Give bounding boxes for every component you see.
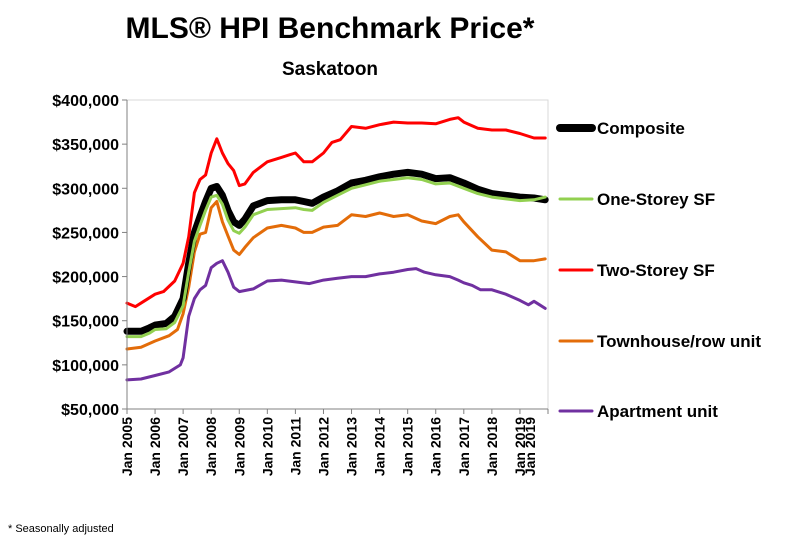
x-tick-label: Jan 2006 [147,417,163,476]
legend-label-townhouse-row-unit: Townhouse/row unit [597,332,761,351]
y-tick-label: $250,000 [52,225,119,242]
legend-label-two-storey-sf: Two-Storey SF [597,261,715,280]
x-tick-label: Jan 2013 [344,417,360,476]
legend-label-one-storey-sf: One-Storey SF [597,190,715,209]
y-tick-label: $200,000 [52,270,119,287]
x-tick-label: Jan 2017 [456,417,472,476]
legend-label-composite: Composite [597,119,685,138]
x-tick-label: Jan 2019 [512,417,528,476]
x-axis: Jan 2005 Jan 2006 Jan 2007 Jan 2008 Jan 2009… [119,408,549,476]
legend-label-apartment-unit: Apartment unit [597,402,718,421]
chart-title: MLS® HPI Benchmark Price* [126,12,535,45]
x-tick-label: Jan 2005 [119,417,135,476]
x-tick-label: Jan 2015 [400,417,416,476]
y-tick-label: $400,000 [52,93,119,110]
y-tick-label: $350,000 [52,137,119,154]
series-line-townhouse-row-unit [125,200,547,351]
x-tick-label: Jan 2011 [287,417,303,476]
y-tick-label: $50,000 [61,402,119,419]
legend: Composite One-Storey SF Two-Storey SF Townh… [556,119,761,421]
x-tick-label: Jan 2019 [522,417,538,476]
y-tick-label: $300,000 [52,181,119,198]
y-tick-label: $150,000 [52,314,119,331]
x-tick-label: Jan 2009 [231,417,247,476]
x-tick-label: Jan 2010 [259,417,275,476]
x-tick-label: Jan 2016 [428,417,444,476]
x-tick-label: Jan 2012 [315,417,331,476]
x-tick-label: Jan 2008 [203,417,219,476]
x-tick-label: Jan 2018 [484,417,500,476]
footnote: * Seasonally adjusted [8,523,114,535]
series-line-two-storey-sf [125,116,547,309]
y-tick-label: $100,000 [52,358,119,375]
series-line-apartment-unit [125,259,547,382]
x-tick-label: Jan 2014 [372,417,388,476]
chart-subtitle: Saskatoon [282,59,378,80]
series-line-one-storey-sf [125,176,547,339]
series-lines [123,116,549,382]
y-axis: $50,000 $100,000 $150,000 $200,000 $250,000 $… [52,93,128,419]
x-tick-label: Jan 2007 [175,417,191,476]
